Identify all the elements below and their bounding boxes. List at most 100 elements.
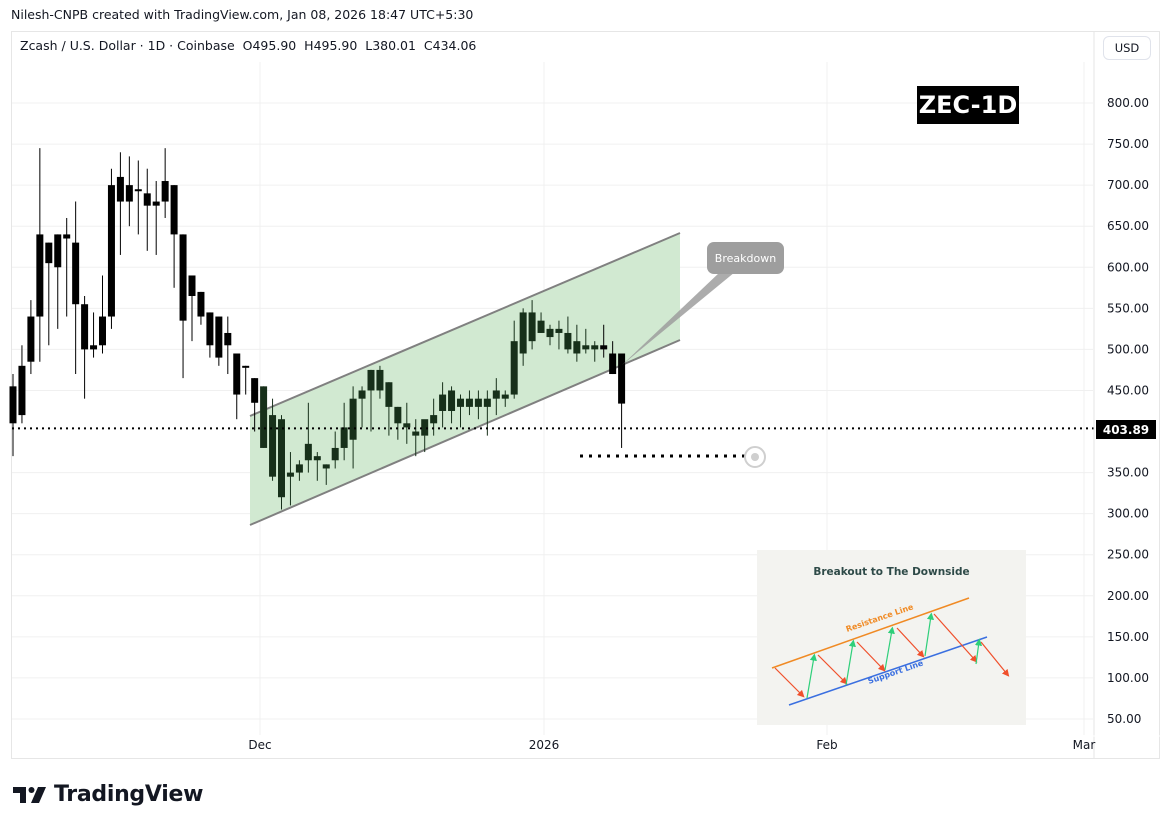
candle [555,328,563,333]
tradingview-brand: TradingView [54,782,204,807]
ascending-channel [249,232,681,526]
candle [322,464,330,469]
price-tick: 650.00 [1107,219,1149,233]
candle [582,345,590,350]
candle [54,234,62,268]
svg-text:Support Line: Support Line [867,658,925,686]
inset-title: Breakout to The Downside [813,566,970,578]
candle [125,185,133,202]
symbol-legend: Zcash / U.S. Dollar · 1D · Coinbase O495… [20,38,477,53]
price-tick: 750.00 [1107,137,1149,151]
candle [81,304,89,350]
candle [600,345,608,350]
overlays [12,272,1094,468]
callout-pointer [622,272,735,365]
candle [143,193,151,206]
candle [349,398,357,440]
candle [358,390,366,399]
breakdown-callout[interactable]: Breakdown [707,242,784,274]
candle [188,275,196,297]
candle [295,464,303,473]
candle [170,185,178,235]
candle [501,394,509,399]
candle [215,316,223,358]
candle [269,415,277,477]
price-axis: 800.00 750.00 700.00 650.00 600.00 550.00 500.… [1093,32,1149,759]
candle [385,382,393,407]
candle [340,427,348,448]
candle [483,398,491,407]
candle [90,345,98,350]
time-tick: Feb [816,738,837,752]
price-tick: 50.00 [1107,712,1141,726]
resistance-line [771,597,970,669]
candle [251,378,259,403]
candle [45,242,53,264]
candle [510,341,518,395]
price-tick: 450.00 [1107,383,1149,397]
price-tick: 350.00 [1107,466,1149,480]
candle [99,316,106,346]
price-tick: 300.00 [1107,507,1149,521]
price-tick: 200.00 [1107,589,1149,603]
price-tick: 800.00 [1107,96,1149,110]
candle [421,419,429,436]
time-tick: Mar [1073,738,1096,752]
tradingview-logo[interactable]: TradingView [13,782,203,807]
candle [376,369,384,391]
pattern-illustration: Breakout to The Downside Resistance Line… [757,550,1026,725]
candle [304,443,312,461]
candle [286,472,294,477]
candle [448,390,456,411]
price-tick: 250.00 [1107,548,1149,562]
candle [134,189,142,192]
price-tick: 600.00 [1107,260,1149,274]
price-tick: 700.00 [1107,178,1149,192]
candle [412,431,420,436]
candle [18,365,26,416]
candle [457,398,464,407]
candle [260,386,268,448]
channel-diagram: Resistance Line Support Line [771,597,1010,706]
candle [179,234,187,321]
candle [573,341,581,354]
candle [403,423,411,428]
time-tick: 2026 [529,738,560,752]
candle [197,291,205,317]
candle [233,353,241,395]
candle [313,456,321,461]
candle [9,386,17,424]
candle [331,447,339,461]
candle [394,406,402,424]
candle [161,181,169,202]
candle [63,234,71,239]
currency-button[interactable]: USD [1103,36,1151,60]
candle [609,353,617,375]
candle [152,201,160,206]
candle [224,332,232,346]
support-line [788,636,988,706]
candle [27,316,35,362]
candle [107,185,115,317]
candle [564,332,572,350]
candle [618,353,626,404]
time-axis: Dec 2026 Feb Mar [12,735,1160,752]
candle [591,345,599,350]
candle [278,419,285,498]
candle [430,415,438,424]
candle [367,369,375,391]
price-tick: 500.00 [1107,342,1149,356]
candle [116,176,124,202]
symbol-badge: ZEC-1D [917,86,1019,124]
candle [72,242,80,305]
candle [206,312,214,346]
price-tick: 100.00 [1107,671,1149,685]
candle [242,365,250,368]
candle [474,398,482,407]
candle [439,394,447,411]
candle [492,390,500,399]
tradingview-logo-icon [13,786,46,803]
price-tick: 150.00 [1107,630,1149,644]
last-price-tag: 403.89 [1096,420,1156,439]
